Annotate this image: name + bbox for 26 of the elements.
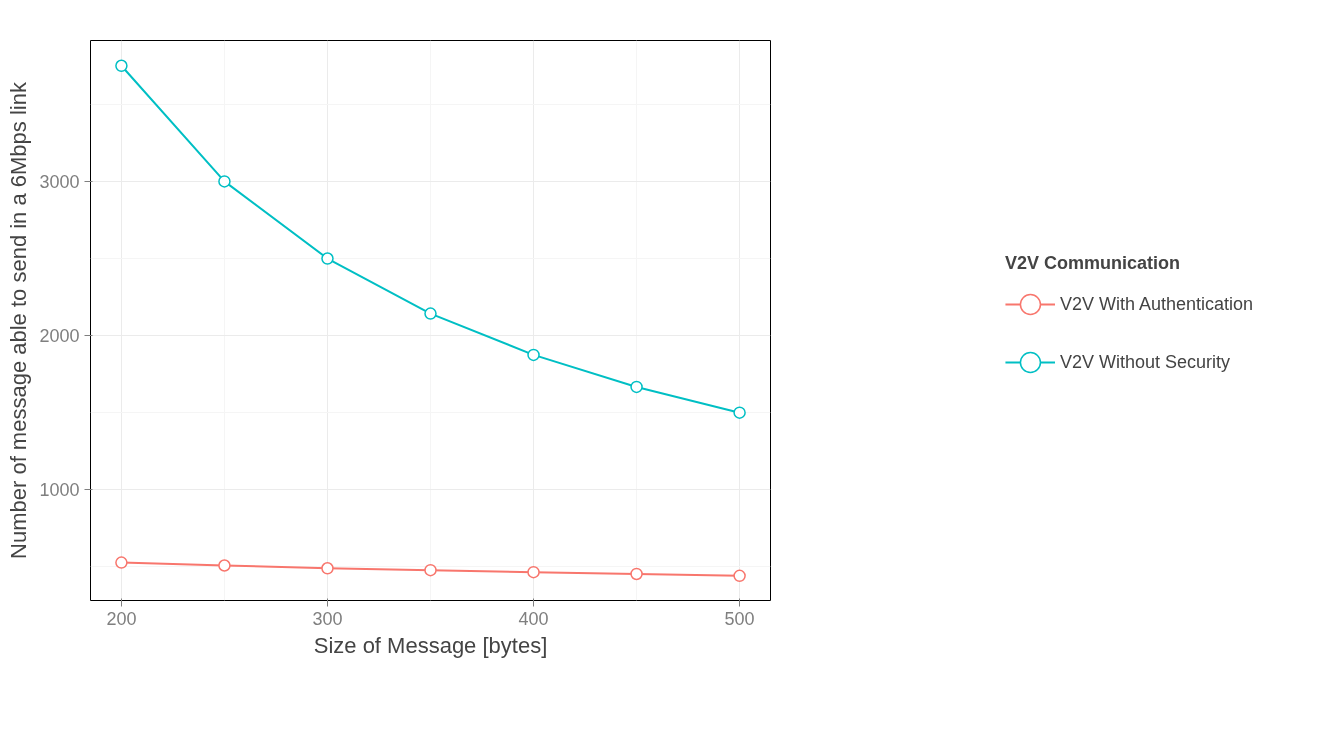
point	[733, 406, 746, 419]
x-tick-label: 400	[518, 608, 549, 629]
point	[630, 380, 643, 394]
x-tick-label: 200	[106, 608, 137, 629]
point	[115, 59, 128, 73]
legend-label: V2V With Authentication	[1059, 293, 1254, 315]
y-axis-title: Number of message able to send in a 6Mbps link	[6, 81, 32, 559]
point	[218, 559, 231, 572]
point	[321, 252, 334, 265]
y-tick-label: 1000	[39, 480, 80, 501]
y-tick-label: 2000	[39, 326, 80, 347]
legend-label: V2V Without Security	[1059, 351, 1231, 373]
x-axis-title: Size of Message [bytes]	[313, 632, 548, 658]
point	[424, 307, 437, 320]
legend-title: V2V Communication	[1004, 253, 1181, 274]
point	[733, 569, 746, 583]
point	[321, 562, 334, 575]
x-tick-label: 500	[724, 608, 755, 629]
point	[630, 567, 643, 581]
point	[218, 175, 231, 188]
point	[527, 565, 540, 579]
point	[115, 556, 128, 569]
x-tick-label: 300	[312, 608, 343, 629]
y-tick-label: 3000	[39, 171, 80, 192]
point	[527, 348, 540, 362]
point	[424, 563, 437, 577]
